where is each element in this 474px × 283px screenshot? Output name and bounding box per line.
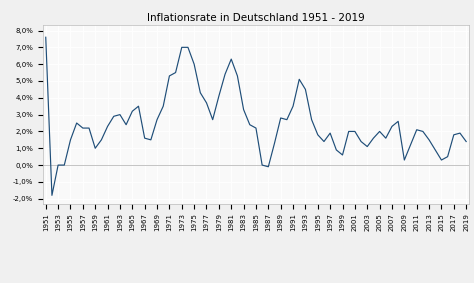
Title: Inflationsrate in Deutschland 1951 - 2019: Inflationsrate in Deutschland 1951 - 201… xyxy=(147,13,365,23)
